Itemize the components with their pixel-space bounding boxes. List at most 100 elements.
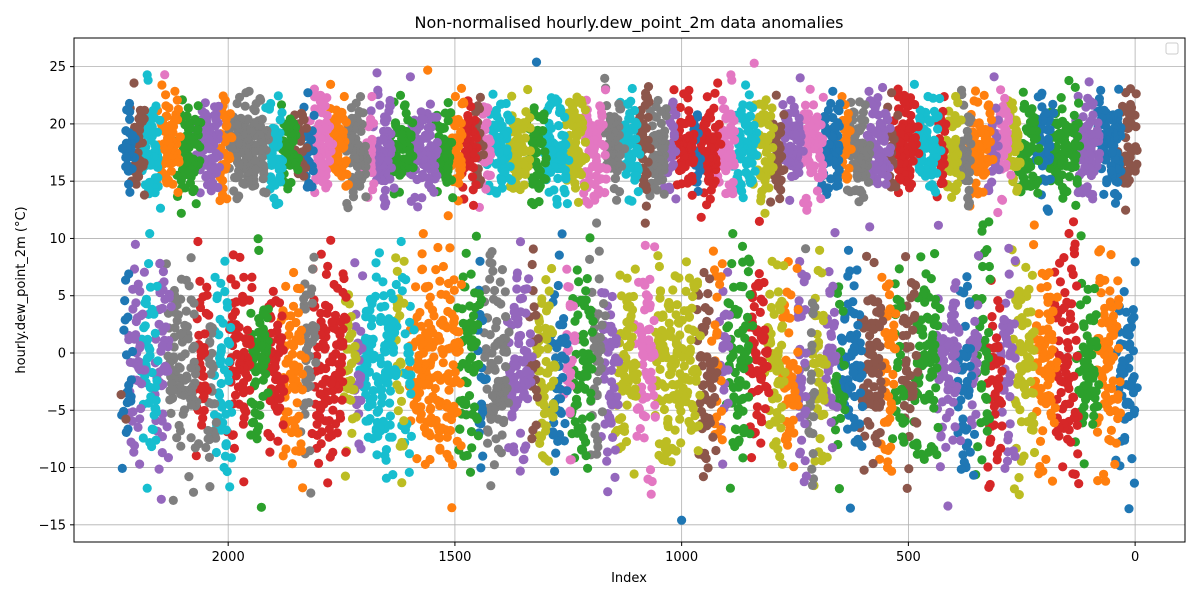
- data-point: [675, 102, 685, 113]
- data-point: [873, 93, 883, 103]
- data-point: [930, 300, 941, 310]
- data-point: [909, 79, 920, 89]
- data-point: [969, 429, 980, 439]
- data-point: [1094, 247, 1104, 257]
- data-point: [240, 101, 250, 111]
- data-point: [865, 222, 875, 232]
- data-point: [442, 177, 452, 187]
- data-point: [1119, 435, 1130, 445]
- data-point: [471, 180, 481, 190]
- data-point: [702, 200, 712, 210]
- data-point: [966, 415, 976, 425]
- data-point: [895, 413, 905, 423]
- data-point: [1073, 91, 1083, 101]
- data-point: [1129, 478, 1139, 488]
- data-point: [950, 422, 960, 432]
- data-point: [929, 106, 939, 116]
- data-point: [765, 289, 775, 299]
- data-point: [741, 80, 751, 90]
- data-point: [893, 357, 903, 367]
- data-point: [355, 92, 366, 102]
- data-point: [1028, 171, 1038, 181]
- data-point: [991, 103, 1001, 113]
- data-point: [843, 245, 854, 255]
- data-point: [579, 181, 590, 191]
- data-point: [1064, 75, 1074, 86]
- data-point: [885, 405, 895, 415]
- data-point: [1114, 84, 1124, 94]
- data-point: [367, 91, 377, 102]
- data-point: [856, 114, 866, 124]
- data-point: [1029, 447, 1040, 458]
- data-point: [577, 156, 587, 166]
- data-point: [771, 437, 781, 447]
- data-point: [775, 300, 785, 310]
- points-layer: [116, 57, 1142, 525]
- data-point: [1037, 268, 1047, 278]
- data-point: [422, 162, 432, 172]
- data-point: [970, 316, 980, 326]
- data-point: [1014, 473, 1024, 483]
- data-point: [1034, 143, 1044, 153]
- data-point: [389, 183, 399, 193]
- data-point: [780, 434, 790, 445]
- data-point: [859, 465, 869, 475]
- data-point: [785, 195, 795, 205]
- data-point: [863, 296, 873, 306]
- data-point: [962, 272, 972, 282]
- data-point: [1063, 434, 1073, 444]
- data-point: [945, 166, 955, 176]
- data-point: [692, 110, 703, 120]
- data-point: [943, 385, 953, 395]
- data-point: [816, 194, 826, 204]
- data-point: [808, 449, 818, 459]
- data-point: [956, 464, 966, 474]
- data-point: [931, 187, 941, 197]
- data-point: [830, 228, 840, 238]
- data-point: [1127, 454, 1137, 464]
- data-point: [1019, 103, 1029, 113]
- data-point: [815, 152, 825, 162]
- data-point: [380, 201, 390, 211]
- data-point: [976, 383, 987, 393]
- data-point: [773, 287, 784, 297]
- data-point: [339, 91, 349, 102]
- data-point: [1035, 436, 1046, 446]
- data-point: [684, 106, 694, 116]
- data-point: [356, 126, 366, 136]
- data-point: [898, 387, 909, 397]
- data-point: [967, 400, 977, 410]
- data-point: [987, 312, 997, 322]
- data-point: [767, 103, 777, 113]
- data-point: [1073, 187, 1083, 198]
- data-point: [911, 350, 921, 361]
- data-point: [230, 172, 240, 183]
- data-point: [706, 185, 716, 195]
- data-point: [821, 126, 831, 136]
- data-point: [1072, 281, 1082, 291]
- data-point: [757, 186, 767, 196]
- data-point: [1016, 417, 1027, 427]
- data-point: [633, 164, 643, 174]
- data-point: [1127, 315, 1137, 325]
- data-point: [161, 101, 171, 111]
- data-point: [595, 101, 605, 111]
- data-point: [275, 115, 285, 125]
- data-point: [893, 92, 903, 102]
- data-point: [1092, 427, 1103, 437]
- data-point: [929, 403, 939, 413]
- data-point: [640, 100, 650, 110]
- data-point: [491, 188, 502, 198]
- data-point: [1045, 163, 1055, 173]
- data-point: [745, 290, 755, 300]
- data-point: [557, 130, 567, 140]
- data-point: [1066, 264, 1077, 274]
- data-point: [1100, 390, 1111, 400]
- data-point: [889, 134, 899, 144]
- data-point: [936, 178, 946, 189]
- data-point: [998, 101, 1008, 111]
- data-point: [1015, 362, 1025, 372]
- data-point: [1005, 289, 1015, 299]
- data-point: [624, 195, 634, 205]
